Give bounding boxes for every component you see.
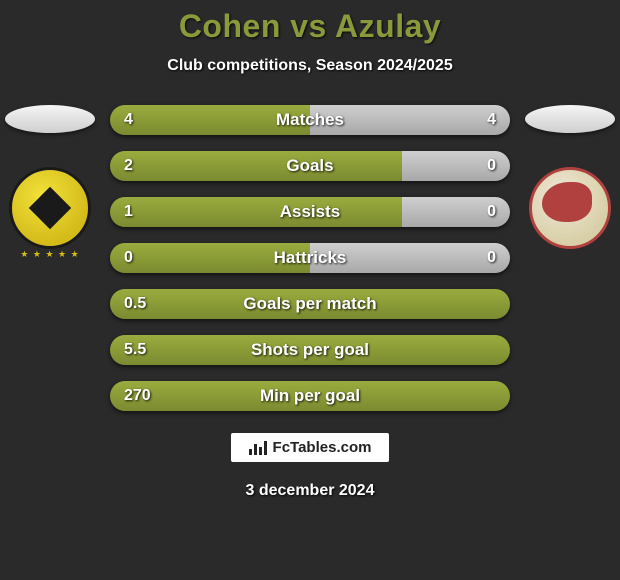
stat-bar-right [310, 105, 510, 135]
stat-bar-left [110, 335, 510, 365]
player-left-silhouette [5, 105, 95, 133]
stat-value-right: 4 [487, 111, 496, 129]
stat-bar-left [110, 289, 510, 319]
stat-bar-left [110, 197, 402, 227]
player-right-column [520, 105, 620, 249]
stat-bar-right [310, 243, 510, 273]
stat-row: 5.5Shots per goal [110, 335, 510, 365]
stat-value-left: 270 [124, 387, 151, 405]
stat-row: 1Assists0 [110, 197, 510, 227]
stat-value-left: 2 [124, 157, 133, 175]
stat-bar-left [110, 381, 510, 411]
diamond-icon [29, 187, 71, 229]
stat-bar-left [110, 243, 310, 273]
stat-row: 270Min per goal [110, 381, 510, 411]
club-badge-right [529, 167, 611, 249]
page-subtitle: Club competitions, Season 2024/2025 [167, 57, 452, 75]
stat-value-left: 0 [124, 249, 133, 267]
stat-value-right: 0 [487, 157, 496, 175]
page-title: Cohen vs Azulay [179, 8, 441, 45]
player-right-silhouette [525, 105, 615, 133]
stat-row: 2Goals0 [110, 151, 510, 181]
stat-value-left: 4 [124, 111, 133, 129]
stat-value-right: 0 [487, 203, 496, 221]
fctables-logo[interactable]: FcTables.com [231, 433, 390, 462]
content-row: ★ ★ ★ ★ ★ 4Matches4 2Goals0 1Assists0 0Hatt… [0, 105, 620, 411]
stat-bar-left [110, 105, 310, 135]
player-left-column: ★ ★ ★ ★ ★ [0, 105, 100, 249]
stat-row: 0Hattricks0 [110, 243, 510, 273]
club-badge-left: ★ ★ ★ ★ ★ [9, 167, 91, 249]
stat-row: 0.5Goals per match [110, 289, 510, 319]
stat-value-left: 0.5 [124, 295, 146, 313]
stat-value-left: 5.5 [124, 341, 146, 359]
stars-icon: ★ ★ ★ ★ ★ [5, 249, 95, 260]
snapshot-date: 3 december 2024 [246, 482, 375, 500]
stat-row: 4Matches4 [110, 105, 510, 135]
stat-bars: 4Matches4 2Goals0 1Assists0 0Hattricks0 0.5G… [110, 105, 510, 411]
bar-chart-icon [249, 440, 267, 455]
logo-text: FcTables.com [273, 439, 372, 456]
stat-bar-left [110, 151, 402, 181]
wave-icon [542, 182, 592, 222]
stat-value-left: 1 [124, 203, 133, 221]
stat-value-right: 0 [487, 249, 496, 267]
comparison-card: Cohen vs Azulay Club competitions, Seaso… [0, 0, 620, 580]
